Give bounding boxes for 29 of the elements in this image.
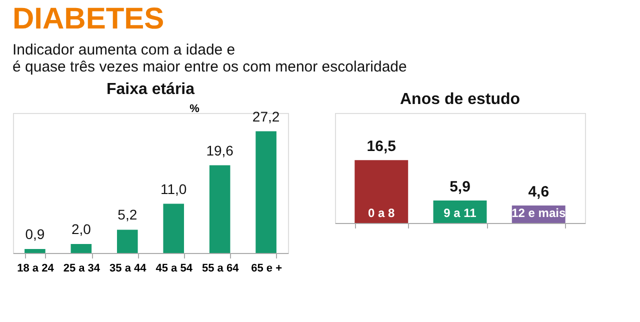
text: Indicador aumenta com a idade e é quase três vezes maior entre os com menor escolaridade — [12, 42, 407, 76]
category-label: 9 a 11 — [444, 206, 476, 220]
data-label: 5,9 — [450, 178, 470, 196]
x-tick-label: 25 a 34 — [63, 262, 101, 274]
y-axis-title: % — [190, 103, 200, 115]
x-tick-label: 45 a 54 — [156, 262, 194, 274]
bar — [24, 248, 46, 253]
category-label: 12 e mais — [512, 206, 566, 220]
data-label: 19,6 — [206, 142, 234, 158]
data-label: 4,6 — [528, 183, 550, 200]
text: DIABETES — [12, 2, 164, 36]
x-tick-label: 18 a 24 — [17, 262, 55, 274]
data-label: 2,0 — [71, 221, 92, 238]
category-label: 0 a 8 — [368, 206, 395, 220]
bar — [209, 165, 230, 253]
data-label: 11,0 — [160, 180, 187, 197]
data-label: 16,5 — [366, 138, 396, 156]
x-tick-label: 55 a 64 — [202, 262, 240, 274]
x-tick-label: 65 e + — [251, 262, 282, 274]
bar — [256, 131, 276, 253]
bar — [70, 244, 92, 253]
data-label: 0,9 — [25, 226, 45, 242]
bar — [116, 230, 138, 253]
chart-title: Faixa etária — [106, 81, 195, 98]
data-label: 27,2 — [252, 108, 280, 124]
bar — [163, 204, 184, 253]
chart-title: Anos de estudo — [400, 91, 520, 108]
x-tick-label: 35 a 44 — [110, 262, 148, 274]
data-label: 5,2 — [118, 206, 138, 223]
